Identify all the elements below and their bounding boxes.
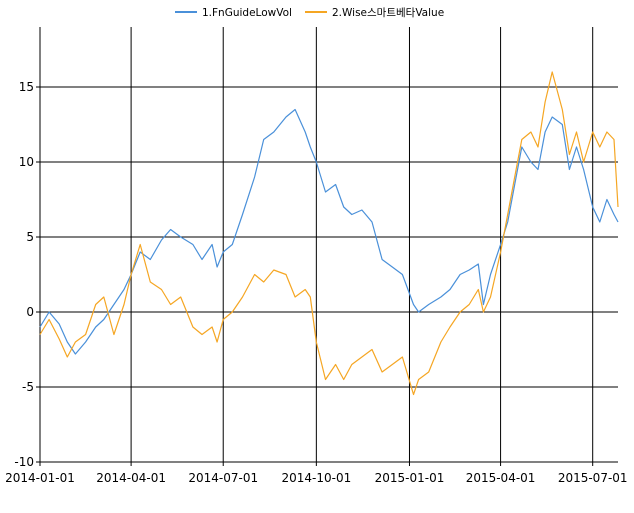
legend[interactable]: 1.FnGuideLowVol 2.Wise스마트베타Value bbox=[175, 7, 444, 19]
x-tick-label: 2014-04-01 bbox=[96, 471, 166, 485]
x-tick-label: 2014-10-01 bbox=[281, 471, 351, 485]
x-tick-label: 2015-04-01 bbox=[466, 471, 536, 485]
y-tick-label: 10 bbox=[19, 155, 34, 169]
series-line-1 bbox=[39, 108, 619, 355]
x-tick-label: 2014-01-01 bbox=[5, 471, 75, 485]
series-lines bbox=[39, 71, 619, 396]
legend-label: 2.Wise스마트베타Value bbox=[332, 7, 444, 19]
series-line-2 bbox=[39, 71, 619, 396]
x-tick-label: 2014-07-01 bbox=[188, 471, 258, 485]
legend-item-2[interactable]: 2.Wise스마트베타Value bbox=[305, 7, 444, 19]
y-tick-label: 5 bbox=[26, 230, 34, 244]
y-tick-label: -5 bbox=[22, 380, 34, 394]
x-tick-label: 2015-07-01 bbox=[558, 471, 628, 485]
y-tick-label: 15 bbox=[19, 80, 34, 94]
tick-labels: -10 -5 0 5 10 15 2014-01-01 2014-04-01 2014-07-0… bbox=[5, 80, 627, 485]
y-tick-label: -10 bbox=[14, 455, 34, 469]
legend-item-1[interactable]: 1.FnGuideLowVol bbox=[175, 7, 292, 19]
grid-lines bbox=[39, 27, 618, 463]
y-tick-label: 0 bbox=[26, 305, 34, 319]
x-tick-label: 2015-01-01 bbox=[375, 471, 445, 485]
legend-label: 1.FnGuideLowVol bbox=[202, 7, 292, 19]
axes bbox=[36, 27, 618, 466]
